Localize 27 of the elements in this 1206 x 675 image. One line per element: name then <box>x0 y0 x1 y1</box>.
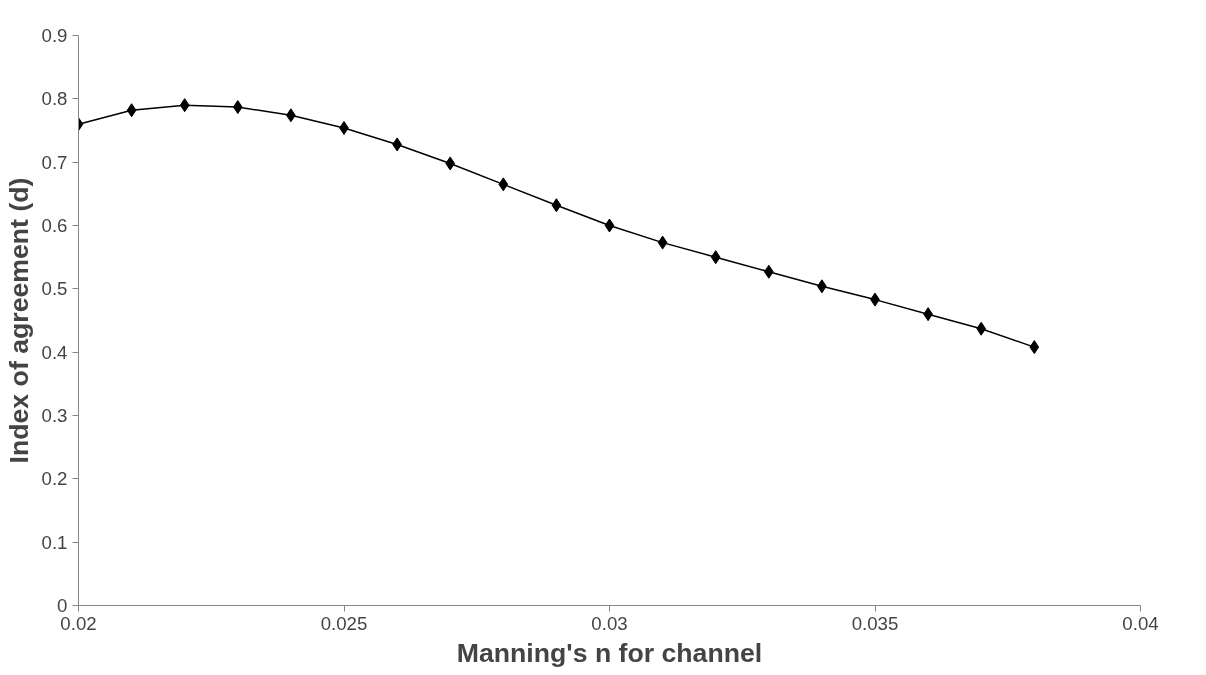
point <box>179 98 190 113</box>
x-tick-label: 0.04 <box>1122 612 1159 634</box>
point <box>657 235 668 250</box>
y-tick-label: 0.1 <box>41 531 68 553</box>
x-tick-label: 0.035 <box>851 612 899 634</box>
y-tick-label: 0.7 <box>41 151 68 173</box>
point <box>763 264 774 279</box>
x-axis-title: Manning's n for channel <box>456 637 763 668</box>
y-tick-label: 0.5 <box>41 278 68 300</box>
y-tick-label: 0.2 <box>41 468 68 490</box>
point <box>710 250 721 265</box>
y-tick-label: 0.9 <box>41 25 68 46</box>
point <box>604 218 615 233</box>
point <box>976 321 987 336</box>
y-tick-label: 0.6 <box>41 215 68 236</box>
point <box>1029 340 1040 355</box>
point <box>232 100 243 115</box>
x-tick-label: 0.025 <box>320 612 368 634</box>
point <box>498 177 509 192</box>
y-axis-title: Index of agreement (d) <box>3 177 34 464</box>
point <box>551 198 562 213</box>
y-tick-label: 0.8 <box>41 88 68 110</box>
y-tick-label: 0.4 <box>41 341 68 363</box>
y-tick-label: 0.3 <box>41 405 68 426</box>
point <box>126 103 137 118</box>
point <box>445 156 456 171</box>
x-tick-label: 0.03 <box>591 612 628 634</box>
